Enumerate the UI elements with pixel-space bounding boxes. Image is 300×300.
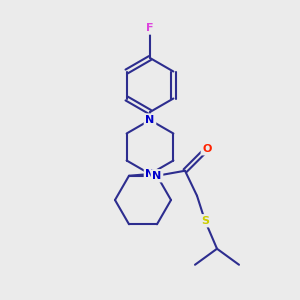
Text: O: O xyxy=(202,144,212,154)
Text: N: N xyxy=(146,115,154,125)
Text: N: N xyxy=(152,171,162,181)
Text: N: N xyxy=(146,169,154,179)
Text: F: F xyxy=(146,23,154,33)
Text: S: S xyxy=(201,216,209,226)
